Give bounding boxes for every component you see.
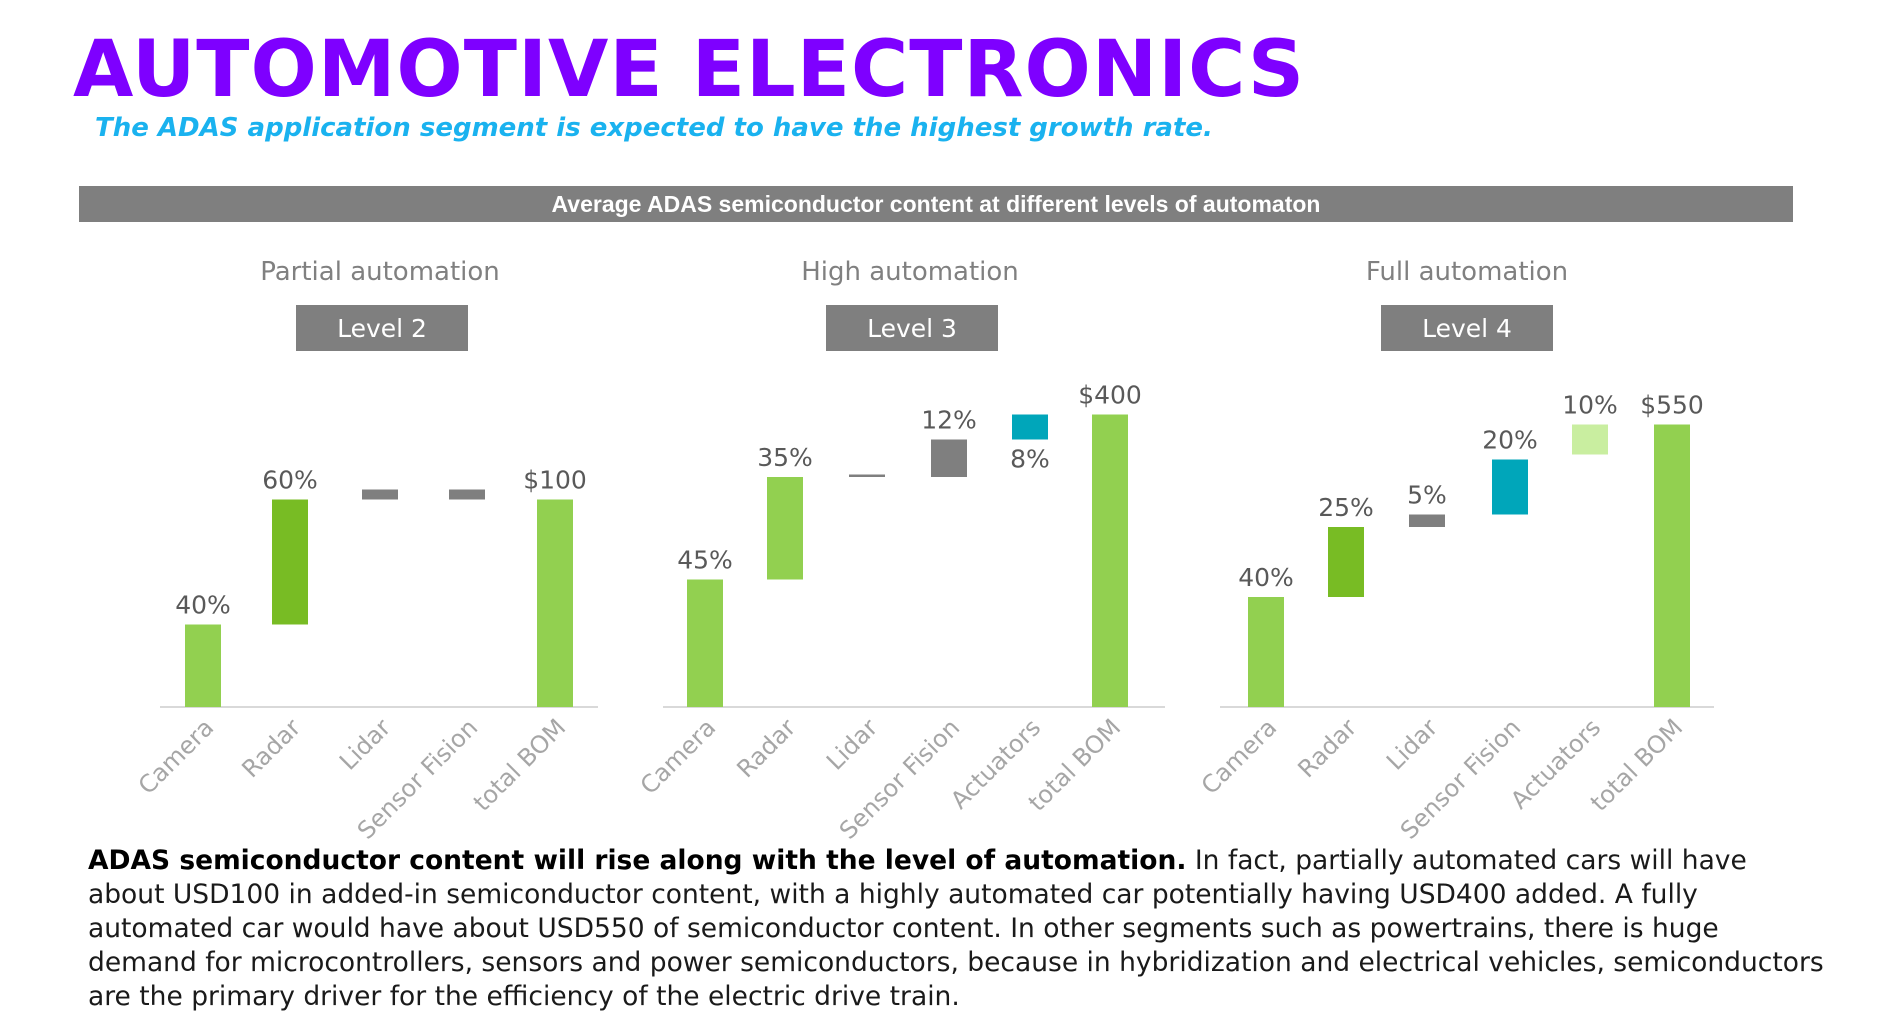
chart-2-level-label: Level 3 [867, 314, 957, 343]
chart-2-bar-4 [931, 439, 967, 477]
chart-1-bar-4 [449, 489, 485, 500]
chart-3-bar-6 [1654, 424, 1690, 707]
chart-2-data-label-1: 45% [677, 546, 733, 575]
page-title: AUTOMOTIVE ELECTRONICS [73, 25, 1306, 115]
chart-2-bar-2 [767, 477, 803, 580]
body-paragraph: ADAS semiconductor content will rise alo… [88, 844, 1828, 1014]
chart-3-bar-5 [1572, 424, 1608, 455]
charts-svg: Partial automation Level 2 40% Camera 60% Rad… [133, 257, 1714, 840]
chart-1-bar-1 [185, 624, 221, 707]
chart-1-data-label-2: 60% [262, 466, 318, 495]
chart-3-category-2: Radar [1292, 713, 1362, 783]
chart-1-data-label-5: $100 [523, 466, 587, 495]
chart-2-title: High automation [801, 257, 1019, 287]
chart-2-category-1: Camera [635, 713, 721, 799]
chart-1-title: Partial automation [260, 257, 500, 287]
chart-3-bar-3 [1409, 514, 1445, 527]
chart-3-data-label-5: 10% [1562, 391, 1618, 420]
chart-3-title: Full automation [1366, 257, 1568, 287]
body-text: In fact, partially automated cars will h… [88, 845, 1824, 1012]
chart-1-category-5: total BOM [468, 713, 571, 816]
chart-header-text: Average ADAS semiconductor content at di… [551, 190, 1321, 217]
chart-1-category-2: Radar [236, 713, 306, 783]
chart-1-category-3: Lidar [334, 713, 396, 775]
chart-3-category-3: Lidar [1381, 713, 1443, 775]
chart-1-level-label: Level 2 [337, 314, 427, 343]
chart-1-category-1: Camera [133, 713, 219, 799]
chart-2-category-2: Radar [731, 713, 801, 783]
chart-3-level-box [1381, 305, 1553, 351]
chart-3-category-1: Camera [1196, 713, 1282, 799]
chart-2-data-label-5: 8% [1010, 445, 1050, 474]
chart-3-level-label: Level 4 [1422, 314, 1512, 343]
chart-1-level-box [296, 305, 468, 351]
chart-2-data-label-4: 12% [921, 406, 977, 435]
chart-1-bar-2 [272, 499, 308, 625]
body-lead: ADAS semiconductor content will rise alo… [88, 845, 1187, 876]
chart-2-category-3: Lidar [821, 713, 883, 775]
chart-3-data-label-3: 5% [1407, 481, 1447, 510]
page-subtitle: The ADAS application segment is expected… [95, 113, 1213, 143]
chart-2-bar-6 [1092, 414, 1128, 707]
chart-3-data-label-1: 40% [1238, 563, 1294, 592]
chart-1-data-label-1: 40% [175, 591, 231, 620]
chart-3-bar-1 [1248, 597, 1284, 707]
chart-2-level-box [826, 305, 998, 351]
chart-3-bar-2 [1328, 527, 1364, 597]
chart-header-bar: Average ADAS semiconductor content at di… [79, 186, 1793, 222]
chart-2-bar-5 [1012, 414, 1048, 440]
chart-2-bar-3 [849, 474, 885, 477]
chart-3-data-label-6: $550 [1640, 391, 1704, 420]
chart-2-data-label-6: $400 [1078, 381, 1142, 410]
chart-1-bar-3 [362, 489, 398, 500]
chart-1-bar-5 [537, 499, 573, 707]
chart-2-data-label-2: 35% [757, 443, 813, 472]
chart-3-data-label-4: 20% [1482, 426, 1538, 455]
chart-3-data-label-2: 25% [1318, 493, 1374, 522]
chart-2-bar-1 [687, 579, 723, 707]
chart-3-bar-4 [1492, 459, 1528, 515]
